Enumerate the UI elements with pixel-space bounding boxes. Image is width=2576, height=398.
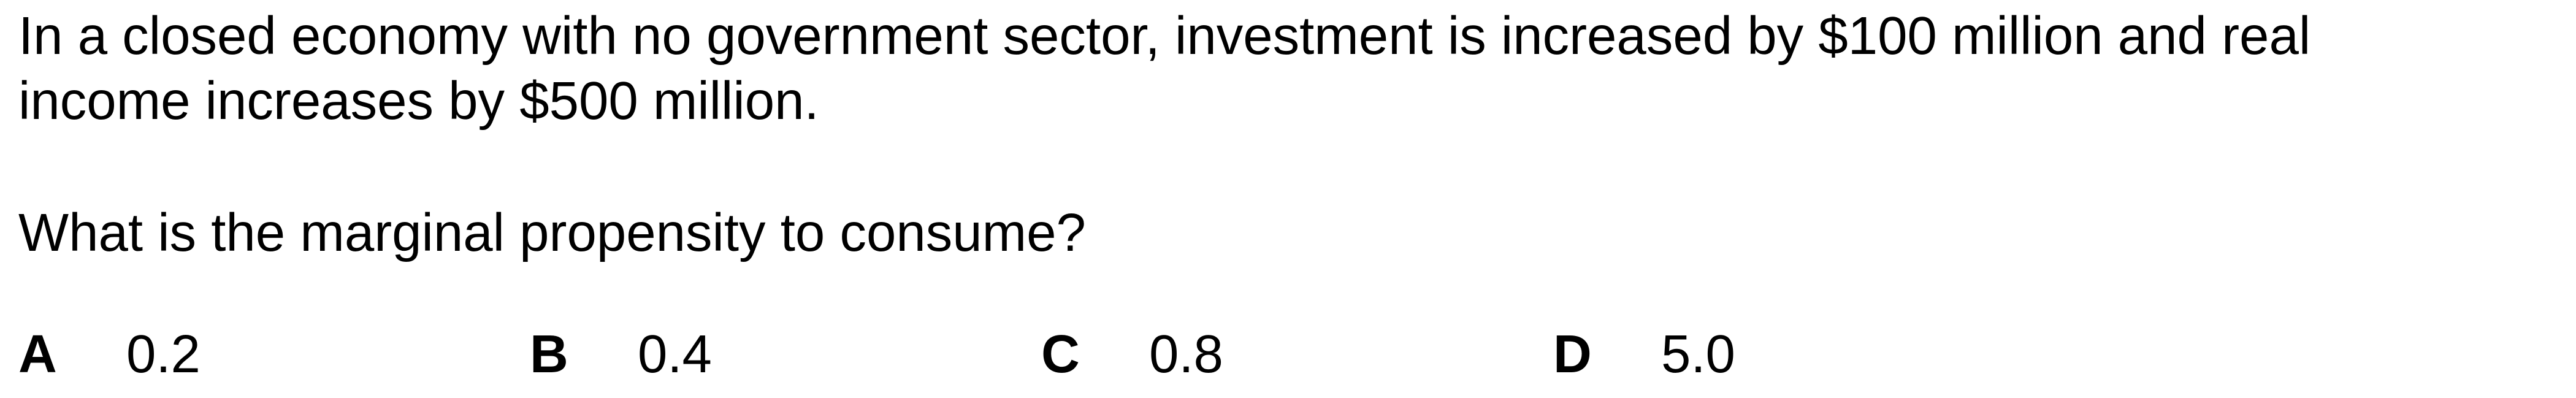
option-d-value: 5.0	[1661, 324, 1735, 384]
option-d-letter: D	[1553, 324, 1592, 384]
question-stem-line-1: In a closed economy with no government s…	[18, 6, 2311, 66]
option-b-letter: B	[530, 324, 568, 384]
option-a-value: 0.2	[126, 324, 201, 384]
question-text: In a closed economy with no government s…	[18, 4, 2532, 134]
option-b-value: 0.4	[638, 324, 712, 384]
option-c-value: 0.8	[1149, 324, 1223, 384]
question-stem-line-2: income increases by $500 million.	[18, 71, 819, 131]
answer-options: A 0.2 B 0.4 C 0.8 D 5.0	[18, 322, 2532, 389]
option-a-letter: A	[18, 324, 57, 384]
question-stem: In a closed economy with no government s…	[18, 4, 2532, 134]
option-c-letter: C	[1041, 324, 1080, 384]
question-prompt: What is the marginal propensity to consu…	[18, 203, 1086, 262]
